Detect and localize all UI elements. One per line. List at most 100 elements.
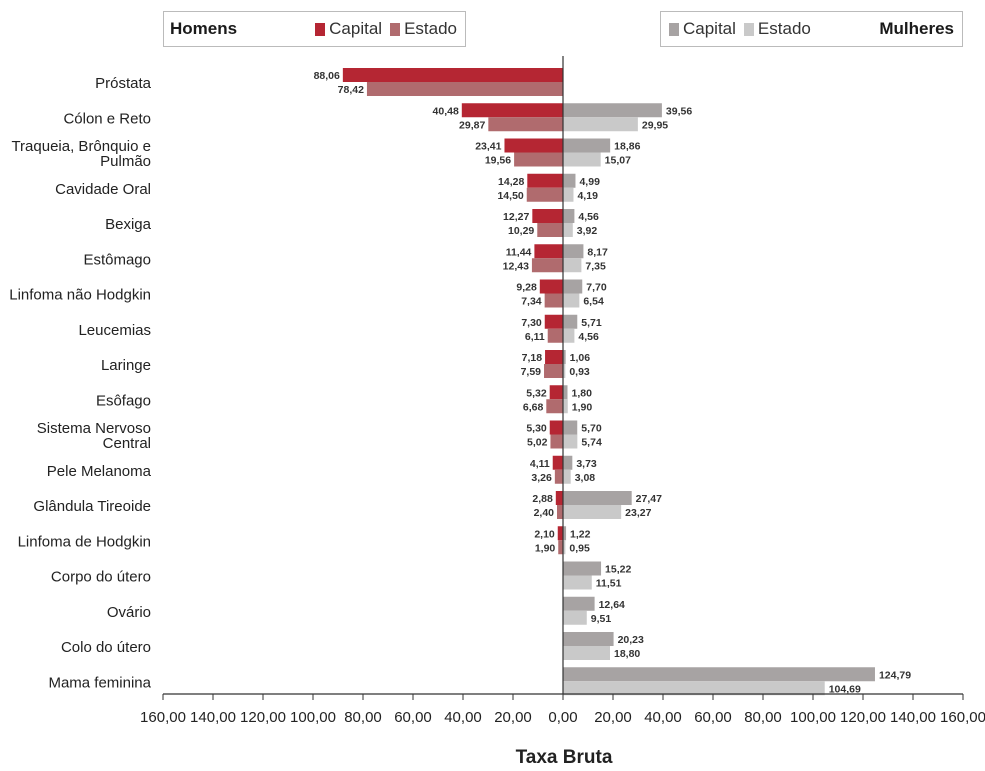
bar-men-capital-traqueia-bronquio-e-pulmao (504, 138, 563, 153)
data-label-men-estado-colon-e-reto: 29,87 (459, 119, 485, 131)
x-tick-label: 40,00 (444, 709, 482, 726)
bar-men-capital-glandula-tireoide (555, 491, 563, 505)
legend-men-estado-swatch (390, 22, 401, 36)
bar-women-capital-colon-e-reto (563, 103, 662, 118)
x-tick-label: 60,00 (394, 709, 432, 726)
data-label-women-capital-mama-feminina: 124,79 (879, 669, 911, 681)
bar-men-estado-sistema-nervoso-central (550, 434, 563, 449)
category-label-leucemias: Leucemias (78, 322, 151, 339)
legend-men-estado: Estado (390, 19, 457, 39)
data-label-men-capital-linfoma-nao-hodgkin: 9,28 (516, 282, 537, 294)
bar-women-estado-colon-e-reto (563, 117, 638, 132)
bar-women-capital-leucemias (563, 314, 578, 329)
bar-men-estado-laringe (544, 364, 563, 378)
legend-men-estado-label: Estado (404, 19, 457, 38)
x-tick-label: 160,00 (140, 709, 186, 726)
data-label-women-estado-esofago: 1,90 (572, 401, 593, 413)
legend-women-estado-swatch (743, 22, 754, 36)
data-label-men-capital-colon-e-reto: 40,48 (433, 105, 459, 117)
bar-women-capital-glandula-tireoide (563, 491, 632, 505)
legend-men: Homens Capital Estado (163, 11, 466, 47)
bar-men-estado-leucemias (547, 328, 563, 343)
data-label-men-capital-glandula-tireoide: 2,88 (532, 493, 553, 505)
data-label-men-estado-esofago: 6,68 (523, 401, 544, 413)
category-label-glandula-tireoide: Glândula Tireoide (33, 498, 151, 515)
bar-women-capital-laringe (563, 350, 566, 364)
bar-women-capital-linfoma-de-hodgkin (563, 526, 567, 541)
data-label-women-capital-glandula-tireoide: 27,47 (636, 493, 662, 505)
data-label-men-capital-sistema-nervoso-central: 5,30 (526, 423, 547, 435)
data-label-men-capital-leucemias: 7,30 (521, 317, 542, 329)
x-tick-label: 100,00 (790, 709, 836, 726)
bar-men-capital-linfoma-nao-hodgkin (539, 279, 563, 294)
category-label-bexiga: Bexiga (105, 216, 152, 233)
category-label-cavidade-oral: Cavidade Oral (55, 181, 151, 198)
bar-men-estado-pele-melanoma (554, 469, 563, 484)
bar-women-capital-bexiga (563, 209, 575, 223)
bar-women-estado-esofago (563, 399, 568, 414)
x-tick-label: 20,00 (494, 709, 532, 726)
data-label-women-estado-estomago: 7,35 (585, 260, 606, 272)
bar-men-capital-estomago (534, 244, 563, 259)
category-label-laringe: Laringe (101, 357, 151, 374)
category-label-linfoma-de-hodgkin: Linfoma de Hodgkin (18, 533, 151, 550)
bar-men-capital-leucemias (544, 314, 563, 329)
data-label-women-capital-traqueia-bronquio-e-pulmao: 18,86 (614, 141, 640, 153)
bar-women-estado-corpo-do-utero (563, 575, 592, 590)
data-label-women-capital-laringe: 1,06 (570, 352, 591, 364)
bar-men-estado-bexiga (537, 223, 563, 237)
data-label-men-estado-estomago: 12,43 (503, 260, 529, 272)
data-label-women-capital-ovario: 12,64 (599, 599, 625, 611)
data-label-women-estado-sistema-nervoso-central: 5,74 (581, 437, 602, 449)
bar-men-estado-prostata (366, 82, 563, 96)
data-label-women-estado-pele-melanoma: 3,08 (575, 472, 596, 484)
bar-women-capital-pele-melanoma (563, 455, 573, 470)
data-label-women-capital-linfoma-de-hodgkin: 1,22 (570, 528, 591, 540)
bar-men-capital-bexiga (532, 209, 563, 223)
bar-women-estado-linfoma-nao-hodgkin (563, 293, 580, 308)
data-label-women-capital-esofago: 1,80 (572, 387, 593, 399)
x-tick-label: 120,00 (240, 709, 286, 726)
category-label-esofago: Esôfago (96, 392, 151, 409)
data-label-men-capital-bexiga: 12,27 (503, 211, 529, 223)
category-label-prostata: Próstata (95, 75, 152, 92)
data-label-women-estado-corpo-do-utero: 11,51 (596, 578, 622, 590)
x-tick-label: 140,00 (890, 709, 936, 726)
data-label-men-capital-pele-melanoma: 4,11 (530, 458, 550, 470)
data-label-men-estado-cavidade-oral: 14,50 (497, 190, 523, 202)
bar-women-estado-mama-feminina (563, 681, 825, 696)
data-label-women-capital-colon-e-reto: 39,56 (666, 105, 692, 117)
legend-women-capital-label: Capital (683, 19, 736, 38)
bar-men-capital-esofago (549, 385, 563, 400)
bar-men-capital-prostata (342, 68, 563, 82)
data-label-men-capital-estomago: 11,44 (506, 246, 532, 258)
legend-women-title: Mulheres (879, 19, 954, 38)
legend-women-estado-label: Estado (757, 19, 811, 38)
category-label-corpo-do-utero: Corpo do útero (51, 569, 151, 586)
x-tick-label: 100,00 (290, 709, 336, 726)
data-label-women-capital-cavidade-oral: 4,99 (579, 176, 600, 188)
data-label-men-estado-prostata: 78,42 (338, 84, 364, 96)
data-label-men-capital-traqueia-bronquio-e-pulmao: 23,41 (475, 141, 501, 153)
x-tick-label: 80,00 (744, 709, 782, 726)
data-label-women-estado-glandula-tireoide: 23,27 (625, 507, 651, 519)
legend-women-capital-swatch (669, 22, 679, 36)
bar-women-estado-ovario (563, 610, 587, 625)
data-label-men-capital-cavidade-oral: 14,28 (498, 176, 524, 188)
category-label-colon-e-reto: Cólon e Reto (63, 110, 151, 127)
bar-men-estado-linfoma-nao-hodgkin (544, 293, 563, 308)
data-label-men-estado-pele-melanoma: 3,26 (531, 472, 552, 484)
bar-women-capital-ovario (563, 596, 595, 611)
data-label-women-estado-colon-e-reto: 29,95 (642, 119, 668, 131)
legend-men-capital: Capital (315, 19, 382, 39)
data-label-women-estado-laringe: 0,93 (569, 366, 590, 378)
bar-women-capital-traqueia-bronquio-e-pulmao (563, 138, 611, 153)
data-label-men-capital-prostata: 88,06 (314, 70, 340, 82)
data-label-men-estado-laringe: 7,59 (521, 366, 542, 378)
data-label-women-capital-linfoma-nao-hodgkin: 7,70 (586, 282, 607, 294)
bar-women-capital-mama-feminina (563, 667, 875, 682)
bar-women-estado-linfoma-de-hodgkin (563, 540, 566, 555)
bar-women-estado-estomago (563, 258, 582, 273)
data-label-women-capital-estomago: 8,17 (587, 246, 608, 258)
